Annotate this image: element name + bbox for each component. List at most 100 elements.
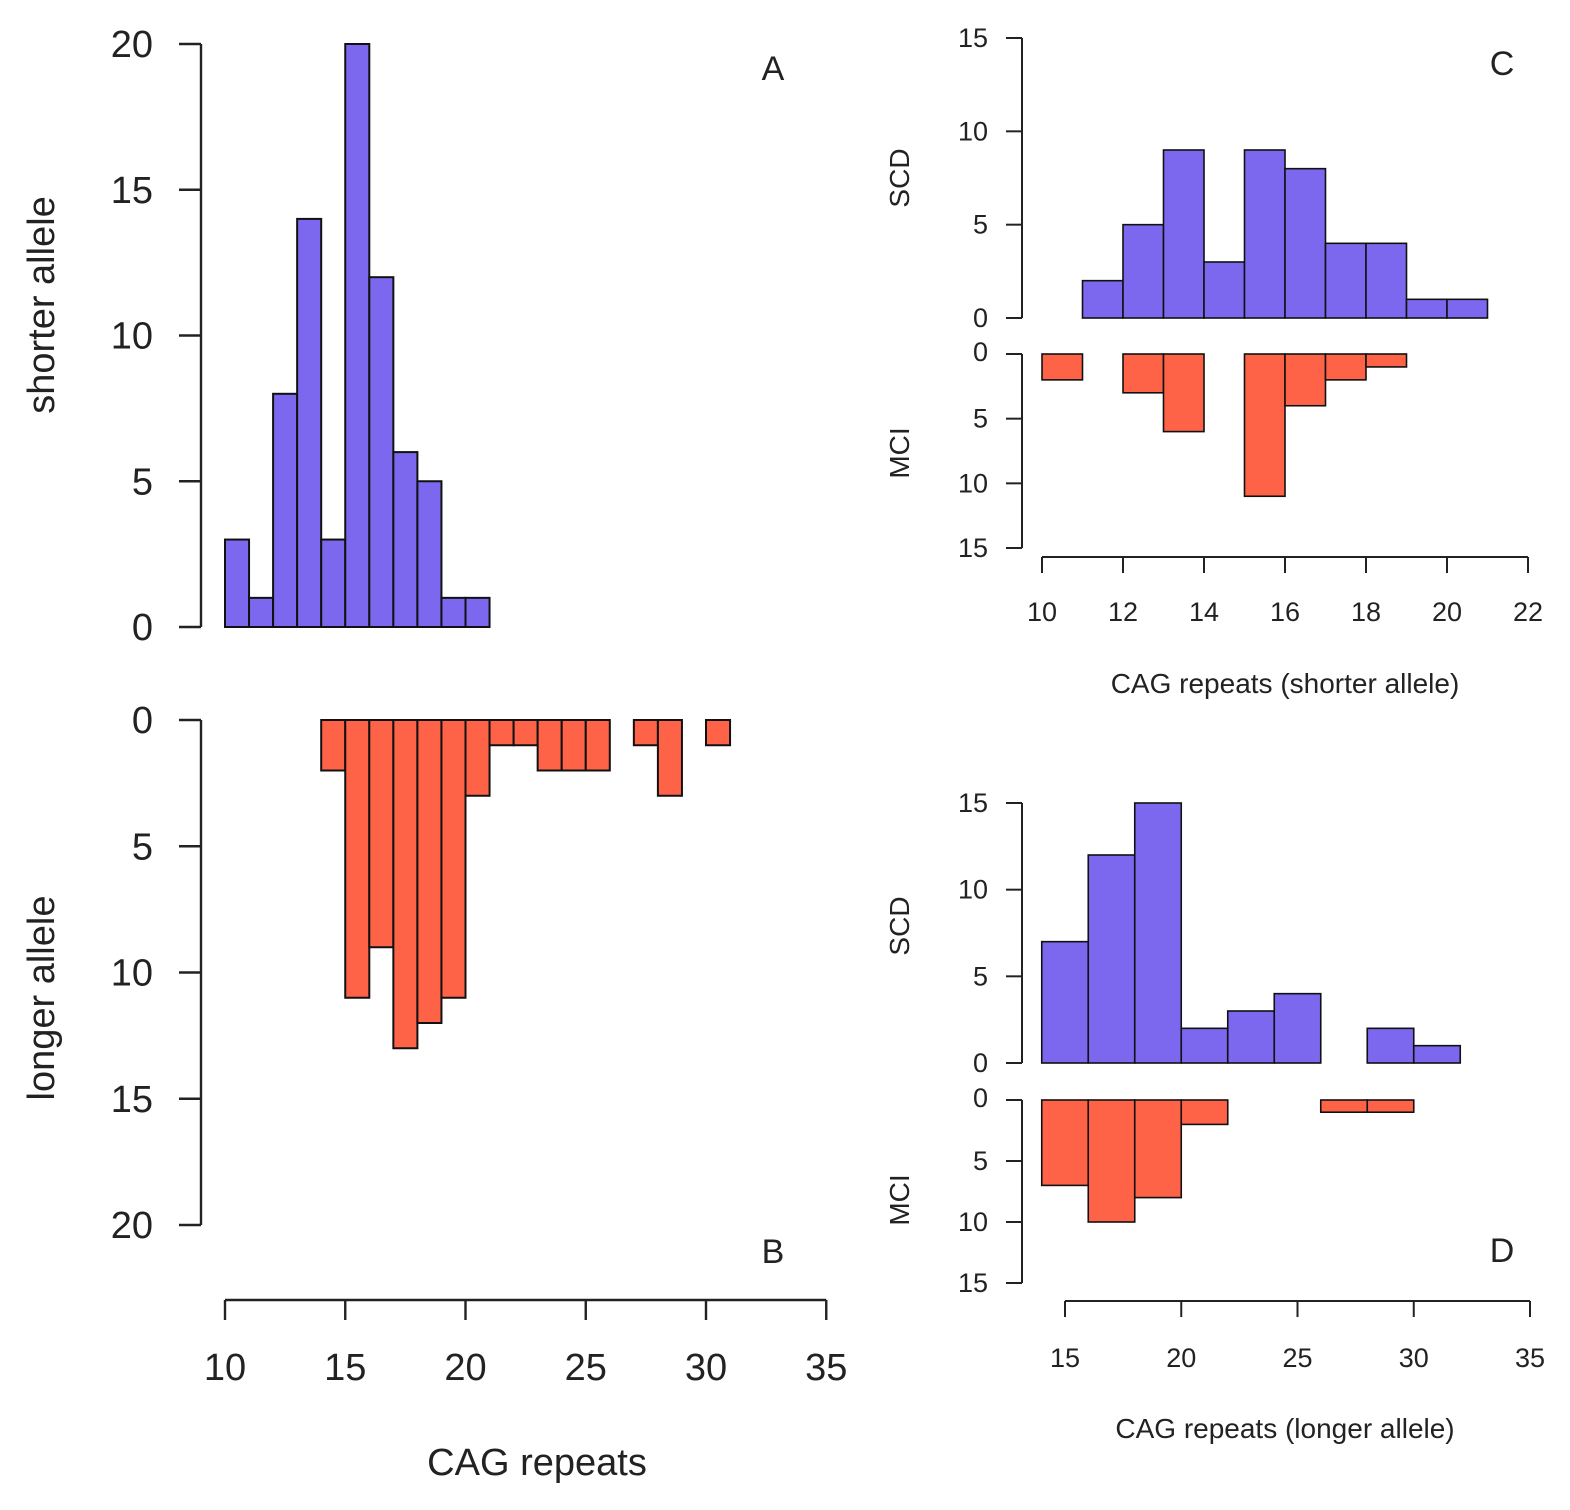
panel-a-bar: [344, 43, 371, 628]
panel-b-y-tick-label: 15: [111, 1079, 153, 1121]
panel-c-bottom-bar: [1162, 353, 1205, 433]
bars-layer: [224, 43, 1489, 1223]
panel-b-bar: [632, 719, 659, 747]
panel-c-x-tick-label: 12: [1108, 597, 1138, 627]
panel-d-bottom-bar: [1180, 1099, 1229, 1126]
panel-c-xlabel: CAG repeats (shorter allele): [1111, 668, 1460, 699]
panel-b-bar: [464, 719, 491, 797]
panel-a-bar: [368, 276, 395, 628]
panel-c-top-bar: [1405, 298, 1448, 319]
panel-d-x-tick-label: 25: [1282, 1343, 1312, 1373]
panel-d-bottom-y-tick-label: 0: [973, 1083, 988, 1113]
panel-a-bar: [416, 480, 443, 628]
panel-b-bar: [392, 719, 419, 1050]
panel-c-bottom-bar: [1324, 353, 1367, 381]
axes-layer: [179, 37, 1531, 1320]
panel-d-top-y-tick-label: 0: [973, 1048, 988, 1078]
panel-b-x-tick-label: 20: [444, 1347, 486, 1389]
panel-c-top-ylabel: SCD: [884, 148, 915, 207]
panel-d-top-bar: [1226, 1010, 1276, 1064]
panel-b-bar: [536, 719, 563, 772]
panel-c-bottom-bar: [1041, 353, 1084, 381]
panel-c-bottom-y-tick-label: 0: [973, 337, 988, 367]
panel-a-bar: [320, 538, 347, 628]
panel-c-top-bar: [1162, 149, 1205, 319]
panel-b-bar: [320, 719, 347, 772]
panel-d-bottom-y-tick-label: 10: [958, 1207, 988, 1237]
panel-c-bottom-ylabel: MCI: [884, 427, 915, 478]
panel-d-x-tick-label: 30: [1399, 1343, 1429, 1373]
panel-b-bar: [416, 719, 443, 1024]
panel-a-y-tick-label: 20: [111, 24, 153, 66]
panel-d-bottom-bar: [1040, 1099, 1090, 1187]
panel-c-top-bar: [1365, 242, 1408, 319]
panel-letter-b: B: [762, 1233, 785, 1271]
panel-c-bottom-bar: [1284, 353, 1327, 407]
panel-b-bar: [488, 719, 515, 747]
panel-c-top-y-tick-label: 10: [958, 116, 988, 146]
panel-c-top-y-tick-label: 5: [973, 210, 988, 240]
panel-letter-a: A: [762, 50, 785, 88]
panel-c-top-y-tick-label: 0: [973, 303, 988, 333]
panel-d-top-y-tick-label: 15: [958, 788, 988, 818]
panel-c-x-tick-label: 22: [1513, 597, 1543, 627]
panel-a-y-tick-label: 15: [111, 170, 153, 212]
panel-b-x-tick-label: 35: [805, 1347, 847, 1389]
panel-d-top-bar: [1273, 992, 1322, 1064]
panel-a-bar: [440, 596, 467, 628]
panel-c-bottom-bar: [1243, 353, 1286, 498]
panel-d-xlabel: CAG repeats (longer allele): [1115, 1413, 1454, 1444]
panel-a-bar: [272, 392, 299, 628]
panel-c-x-tick-label: 14: [1189, 597, 1219, 627]
panel-a-bar: [224, 538, 251, 628]
panel-c-top-bar: [1081, 279, 1124, 319]
panel-c-x-tick-label: 20: [1432, 597, 1462, 627]
panel-d-top-bar: [1133, 802, 1183, 1064]
panel-d-bottom-bar: [1366, 1099, 1415, 1113]
panel-letter-d: D: [1490, 1232, 1515, 1270]
panel-d-bottom-y-tick-label: 5: [973, 1146, 988, 1176]
panel-c-top-bar: [1122, 223, 1165, 319]
panel-a-y-tick-label: 0: [132, 607, 153, 649]
panel-d-top-bar: [1087, 854, 1136, 1064]
panel-c-x-tick-label: 16: [1270, 597, 1300, 627]
panel-d-x-tick-label: 35: [1515, 1343, 1545, 1373]
panel-b-xlabel: CAG repeats: [427, 1442, 647, 1484]
panel-c-bottom-y-tick-label: 15: [958, 533, 988, 563]
panel-d-x-tick-label: 15: [1050, 1343, 1080, 1373]
panel-d-top-y-tick-label: 5: [973, 961, 988, 991]
panel-a-y-tick-label: 10: [111, 316, 153, 358]
panel-d-bottom-bar: [1133, 1099, 1183, 1199]
panel-d-top-bar: [1412, 1044, 1462, 1064]
panel-c-bottom-bar: [1122, 353, 1165, 394]
panel-b-y-tick-label: 5: [132, 826, 153, 868]
panel-c-top-bar: [1284, 167, 1327, 319]
panel-c-top-bar: [1203, 261, 1246, 319]
panel-d-bottom-bar: [1319, 1099, 1369, 1113]
panel-c-bottom-y-tick-label: 5: [973, 404, 988, 434]
panel-b-bar: [512, 719, 539, 747]
panel-b-bar: [705, 719, 732, 747]
panel-c-top-bar: [1324, 242, 1367, 319]
panel-b-ylabel: longer allele: [21, 896, 63, 1101]
panel-b-bar: [560, 719, 587, 772]
panel-b-bar: [368, 719, 395, 949]
panel-d-top-bar: [1180, 1027, 1229, 1064]
panel-d-top-bar: [1366, 1027, 1415, 1064]
panel-b-x-tick-label: 25: [565, 1347, 607, 1389]
panel-a-bar: [464, 596, 491, 628]
panel-d-bottom-bar: [1087, 1099, 1136, 1223]
panel-d-top-bar: [1040, 940, 1090, 1064]
panel-d-top-y-tick-label: 10: [958, 875, 988, 905]
panel-d-bottom-y-tick-label: 15: [958, 1268, 988, 1298]
panel-b-y-tick-label: 10: [111, 953, 153, 995]
panel-c-x-tick-label: 10: [1027, 597, 1057, 627]
panel-a-bar: [392, 451, 419, 628]
panel-b-x-tick-label: 10: [204, 1347, 246, 1389]
panel-b-bar: [656, 719, 683, 797]
panel-d-bottom-ylabel: MCI: [884, 1174, 915, 1225]
panel-letter-c: C: [1490, 45, 1515, 83]
panel-c-top-bar: [1243, 149, 1286, 319]
panel-a-bar: [248, 596, 275, 628]
